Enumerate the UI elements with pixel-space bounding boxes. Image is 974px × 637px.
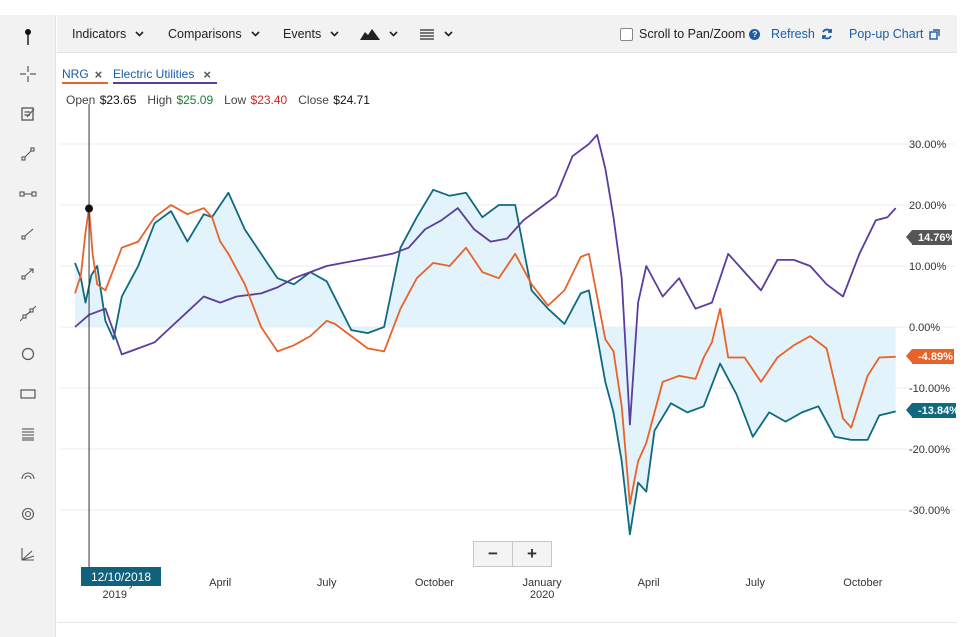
series-line-electric-utilities — [74, 188, 896, 536]
popup-icon — [929, 28, 941, 40]
remove-nrg-icon[interactable]: × — [94, 66, 103, 82]
horizontal-line-icon[interactable] — [16, 182, 40, 206]
ray-icon[interactable] — [16, 222, 40, 246]
help-icon[interactable]: ? — [749, 28, 761, 40]
crosshair — [85, 104, 94, 570]
target-icon[interactable] — [16, 502, 40, 526]
drawing-toolbar — [0, 15, 56, 637]
y-axis: 30.00% 20.00% 10.00% 0.00% -10.00% -20.00% -30… — [909, 139, 950, 517]
y-tick-label: 10.00% — [909, 261, 947, 273]
y-tick-label: 30.00% — [909, 139, 947, 151]
low-value: $23.40 — [250, 93, 288, 107]
popup-chart-button[interactable]: Pop-up Chart — [849, 15, 941, 53]
x-tick-label: October — [415, 577, 454, 589]
refresh-icon — [821, 28, 832, 40]
comparisons-label: Comparisons — [168, 27, 242, 41]
ohlc-readout: Open $23.65 High $25.09 Low $23.40 Close… — [66, 93, 371, 107]
scroll-zoom-checkbox[interactable] — [620, 27, 633, 41]
open-label: Open — [66, 93, 96, 107]
refresh-button[interactable]: Refresh — [771, 15, 833, 53]
fibonacci-icon[interactable] — [16, 422, 40, 446]
settings-menu[interactable] — [419, 15, 453, 53]
trendline-icon[interactable] — [16, 142, 40, 166]
utilities-area — [75, 189, 896, 535]
events-label: Events — [283, 27, 322, 41]
low-label: Low — [224, 93, 247, 107]
y-tick-label: -10.00% — [909, 383, 950, 395]
refresh-label: Refresh — [771, 27, 815, 41]
remove-utilities-icon[interactable]: × — [203, 66, 211, 82]
x-tick-year: 2019 — [103, 589, 127, 601]
indicators-menu[interactable]: Indicators — [72, 15, 144, 53]
y-tick-label: -20.00% — [909, 444, 950, 456]
popup-label: Pop-up Chart — [849, 27, 924, 41]
x-tick-label: July — [745, 577, 765, 589]
crosshair-icon[interactable] — [16, 62, 40, 86]
arrow-line-icon[interactable] — [16, 262, 40, 286]
y-tick-label: -30.00% — [909, 505, 950, 517]
close-label: Close — [298, 93, 329, 107]
high-value: $25.09 — [176, 93, 214, 107]
indicators-label: Indicators — [72, 27, 127, 41]
close-value: $24.71 — [333, 93, 370, 107]
scroll-zoom-toggle[interactable]: Scroll to Pan/Zoom ? — [620, 15, 761, 53]
legend-tag-utilities[interactable]: Electric Utilities × — [113, 66, 211, 82]
top-toolbar: Indicators Comparisons Events Scroll to … — [57, 15, 957, 53]
scroll-zoom-label: Scroll to Pan/Zoom — [639, 27, 746, 41]
legend-line-utilities — [113, 82, 217, 84]
x-tick-label: April — [209, 577, 231, 589]
y-tick-label: 20.00% — [909, 200, 947, 212]
chevron-down-icon — [330, 31, 339, 37]
x-axis: January2019AprilJulyOctoberJanuary2020Ap… — [95, 577, 883, 601]
high-label: High — [147, 93, 173, 107]
crosshair-date-flag: 12/10/2018 — [81, 567, 161, 586]
extended-line-icon[interactable] — [16, 302, 40, 326]
series-line-unlabeled — [74, 133, 897, 426]
chevron-down-icon — [389, 31, 398, 37]
chart-type-menu[interactable] — [360, 15, 398, 53]
arc-icon[interactable] — [16, 462, 40, 486]
series-line-nrg — [74, 204, 896, 505]
note-icon[interactable] — [16, 102, 40, 126]
chevron-down-icon — [251, 31, 260, 37]
events-menu[interactable]: Events — [283, 15, 339, 53]
comparisons-menu[interactable]: Comparisons — [168, 15, 260, 53]
crosshair-dot — [85, 204, 94, 213]
zoom-in-button[interactable]: + — [512, 541, 552, 567]
circle-icon[interactable] — [16, 342, 40, 366]
x-tick-label: October — [843, 577, 882, 589]
rectangle-icon[interactable] — [16, 382, 40, 406]
last-value-utilities: -13.84% — [906, 403, 959, 418]
fan-icon[interactable] — [16, 542, 40, 566]
open-value: $23.65 — [99, 93, 137, 107]
x-tick-label: July — [317, 577, 337, 589]
area-fill — [75, 189, 896, 535]
list-icon — [420, 29, 434, 40]
legend-line-nrg — [62, 82, 108, 84]
last-value-nrg: -4.89% — [906, 349, 954, 364]
series — [74, 133, 897, 536]
pin-icon[interactable] — [16, 25, 40, 49]
mountain-chart-icon — [360, 29, 380, 40]
legend-comparison: Electric Utilities — [113, 67, 195, 81]
zoom-out-button[interactable]: − — [473, 541, 513, 567]
last-value-purple: 14.76% — [906, 230, 955, 245]
legend-symbol: NRG — [62, 67, 89, 81]
x-tick-label: January — [523, 577, 563, 589]
chevron-down-icon — [444, 31, 453, 37]
chevron-down-icon — [135, 31, 144, 37]
x-tick-year: 2020 — [530, 589, 554, 601]
y-tick-label: 0.00% — [909, 322, 940, 334]
legend-tag-nrg[interactable]: NRG × — [62, 66, 102, 82]
bottom-strip — [57, 622, 957, 637]
x-tick-label: April — [638, 577, 660, 589]
